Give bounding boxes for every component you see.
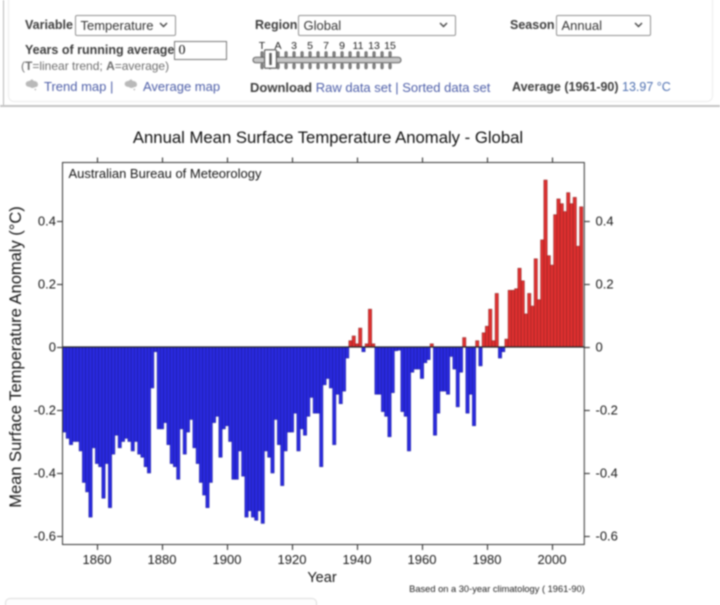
svg-text:A: A xyxy=(274,40,281,52)
svg-text:-0.4: -0.4 xyxy=(34,466,56,481)
svg-text:-0.2: -0.2 xyxy=(596,403,618,418)
svg-text:0.2: 0.2 xyxy=(38,277,56,292)
svg-text:3: 3 xyxy=(291,40,297,52)
svg-text:Based on a 30-year climatology: Based on a 30-year climatology ( 1961-90… xyxy=(409,584,585,594)
svg-text:Annual Mean Surface Temperatur: Annual Mean Surface Temperature Anomaly … xyxy=(133,128,523,147)
svg-text:0: 0 xyxy=(49,340,56,355)
svg-text:Mean Surface Temperature Anoma: Mean Surface Temperature Anomaly (°C) xyxy=(7,206,25,508)
svg-text:1920: 1920 xyxy=(278,552,307,567)
svg-text:2000: 2000 xyxy=(538,552,567,567)
svg-text:-0.4: -0.4 xyxy=(596,466,618,481)
svg-text:1960: 1960 xyxy=(408,552,437,567)
svg-text:-0.2: -0.2 xyxy=(34,403,56,418)
svg-text:0.4: 0.4 xyxy=(596,214,614,229)
svg-text:15: 15 xyxy=(384,40,396,52)
svg-text:1940: 1940 xyxy=(343,552,372,567)
svg-text:0.4: 0.4 xyxy=(38,214,56,229)
svg-text:0: 0 xyxy=(596,340,603,355)
svg-text:9: 9 xyxy=(339,40,345,52)
svg-text:0.2: 0.2 xyxy=(596,277,614,292)
svg-text:Year: Year xyxy=(307,570,336,586)
svg-text:7: 7 xyxy=(323,40,329,52)
svg-text:1900: 1900 xyxy=(213,552,242,567)
svg-text:1860: 1860 xyxy=(83,552,112,567)
svg-text:5: 5 xyxy=(307,40,313,52)
svg-text:13: 13 xyxy=(368,40,380,52)
svg-text:11: 11 xyxy=(353,40,364,52)
svg-text:Australian Bureau of Meteorolo: Australian Bureau of Meteorology xyxy=(69,166,262,181)
svg-text:1880: 1880 xyxy=(148,552,177,567)
svg-text:T: T xyxy=(259,40,266,52)
svg-text:1980: 1980 xyxy=(473,552,502,567)
svg-text:-0.6: -0.6 xyxy=(34,529,56,544)
svg-text:-0.6: -0.6 xyxy=(596,529,618,544)
